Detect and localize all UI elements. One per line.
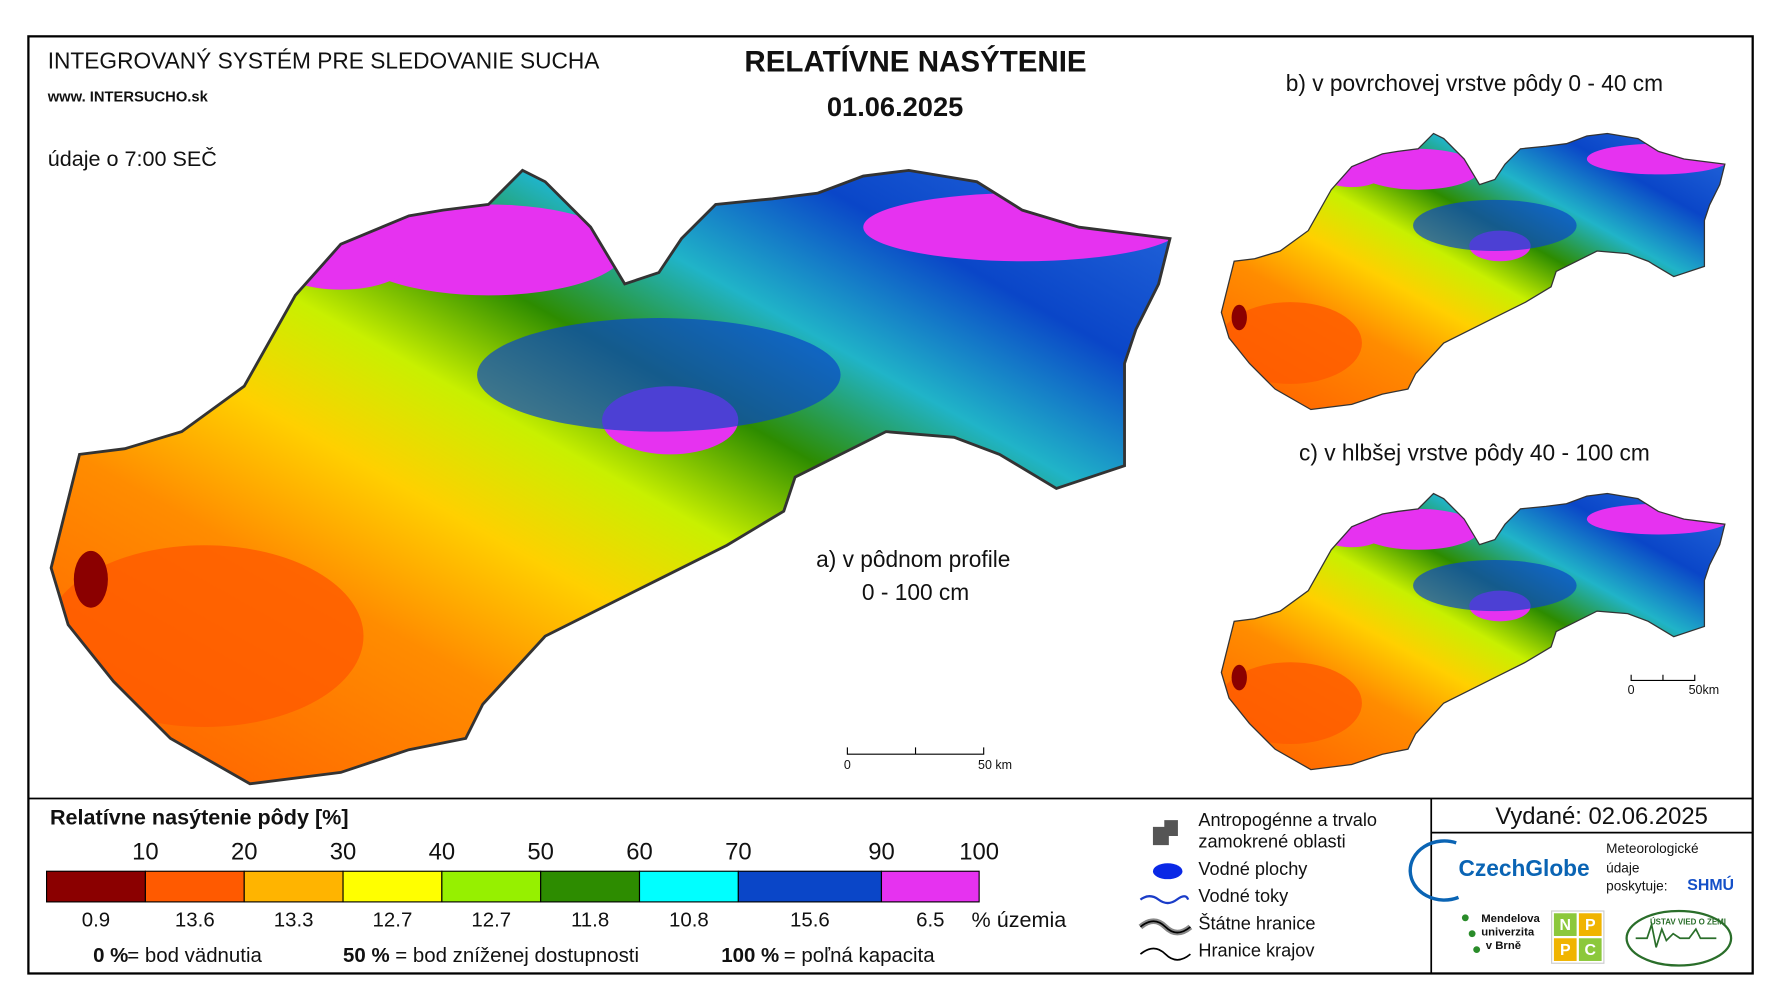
legend-class	[737, 870, 883, 903]
class-share: 12.7	[471, 909, 511, 932]
class-share: 6.5	[916, 909, 944, 932]
system-title: INTEGROVANÝ SYSTÉM PRE SLEDOVANIE SUCHA	[48, 47, 601, 73]
map-a-depth: 0 - 100 cm	[862, 579, 969, 605]
legend-class	[880, 870, 980, 903]
note-text: = bod vädnutia	[127, 944, 262, 967]
symbol-label: Štátne hranice	[1198, 912, 1315, 933]
legend-class	[638, 870, 739, 903]
logo-shmu: SHMÚ	[1687, 875, 1734, 894]
symbol-icons	[1138, 820, 1193, 961]
symbol-label: Vodné plochy	[1198, 859, 1308, 879]
class-share: 10.8	[669, 909, 709, 932]
symbol-label: zamokrené oblasti	[1198, 832, 1345, 852]
legend-class	[144, 870, 245, 903]
legend-class	[342, 870, 443, 903]
logos: CzechGlobe Meteorologické údaje poskytuj…	[1408, 839, 1734, 967]
note-key: 100 %	[721, 944, 779, 967]
note-text: = bod zníženej dostupnosti	[395, 944, 639, 967]
legend-tick: 70	[725, 838, 752, 865]
logo-meteo: poskytuje:	[1606, 879, 1667, 894]
class-share: 13.3	[274, 909, 314, 932]
map-c-label: c) v hlbšej vrstve pôdy 40 - 100 cm	[1299, 439, 1650, 465]
scale-start: 0	[1628, 683, 1635, 697]
legend-class	[46, 870, 146, 903]
website: www. INTERSUCHO.sk	[47, 90, 209, 106]
map-b-label: b) v povrchovej vrstve pôdy 0 - 40 cm	[1286, 70, 1663, 96]
scale-end: 50km	[1689, 683, 1720, 697]
legend-title: Relatívne nasýtenie pôdy [%]	[50, 805, 349, 830]
logo-mendelu: univerzita	[1481, 927, 1535, 939]
scale-start: 0	[844, 758, 851, 772]
legend-class	[441, 870, 542, 903]
symbol-label: Hranice krajov	[1198, 941, 1315, 961]
legend-tick: 50	[527, 838, 554, 865]
legend-tick: 60	[626, 838, 653, 865]
legend-tick: 30	[330, 838, 357, 865]
logo-mendelu: v Brně	[1486, 940, 1521, 952]
issued: Vydané: 02.06.2025	[1495, 803, 1708, 830]
legend: 0.9 13.6 13.3 12.7 12.7 11.8 10.8 15.6 6.5 10 20 30…	[46, 838, 999, 967]
class-share: 13.6	[175, 909, 215, 932]
symbol-label: Antropogénne a trvalo	[1198, 810, 1377, 830]
logo-meteo: údaje	[1606, 861, 1639, 876]
date: 01.06.2025	[827, 91, 963, 122]
logo-npcc: P	[1560, 942, 1571, 959]
note-text: = poľná kapacita	[784, 944, 935, 967]
data-time: údaje o 7:00 SEČ	[48, 146, 217, 171]
logo-npcc: C	[1585, 942, 1597, 959]
note-key: 0 %	[93, 944, 128, 967]
legend-tick: 10	[132, 838, 159, 865]
share-unit: % územia	[972, 907, 1067, 932]
symbol-label: Vodné toky	[1198, 886, 1289, 906]
logo-npcc: N	[1560, 917, 1571, 934]
logo-czechglobe: CzechGlobe	[1458, 855, 1589, 881]
title: RELATÍVNE NASÝTENIE	[744, 44, 1086, 78]
legend-class	[540, 870, 641, 903]
legend-tick: 100	[959, 838, 999, 865]
legend-tick: 90	[868, 838, 895, 865]
logo-uvz: ÚSTAV VIED O ZEMI	[1650, 917, 1726, 926]
logo-npcc: P	[1585, 917, 1596, 934]
class-share: 12.7	[373, 909, 413, 932]
legend-tick: 20	[231, 838, 258, 865]
legend-class	[243, 870, 344, 903]
map-a-label: a) v pôdnom profile	[816, 546, 1010, 572]
class-share: 0.9	[82, 909, 110, 932]
class-share: 15.6	[790, 909, 830, 932]
class-share: 11.8	[571, 909, 609, 932]
logo-meteo: Meteorologické	[1606, 841, 1698, 856]
note-key: 50 %	[343, 944, 390, 967]
legend-tick: 40	[429, 838, 456, 865]
logo-mendelu: Mendelova	[1481, 913, 1540, 925]
scale-end: 50 km	[978, 758, 1012, 772]
